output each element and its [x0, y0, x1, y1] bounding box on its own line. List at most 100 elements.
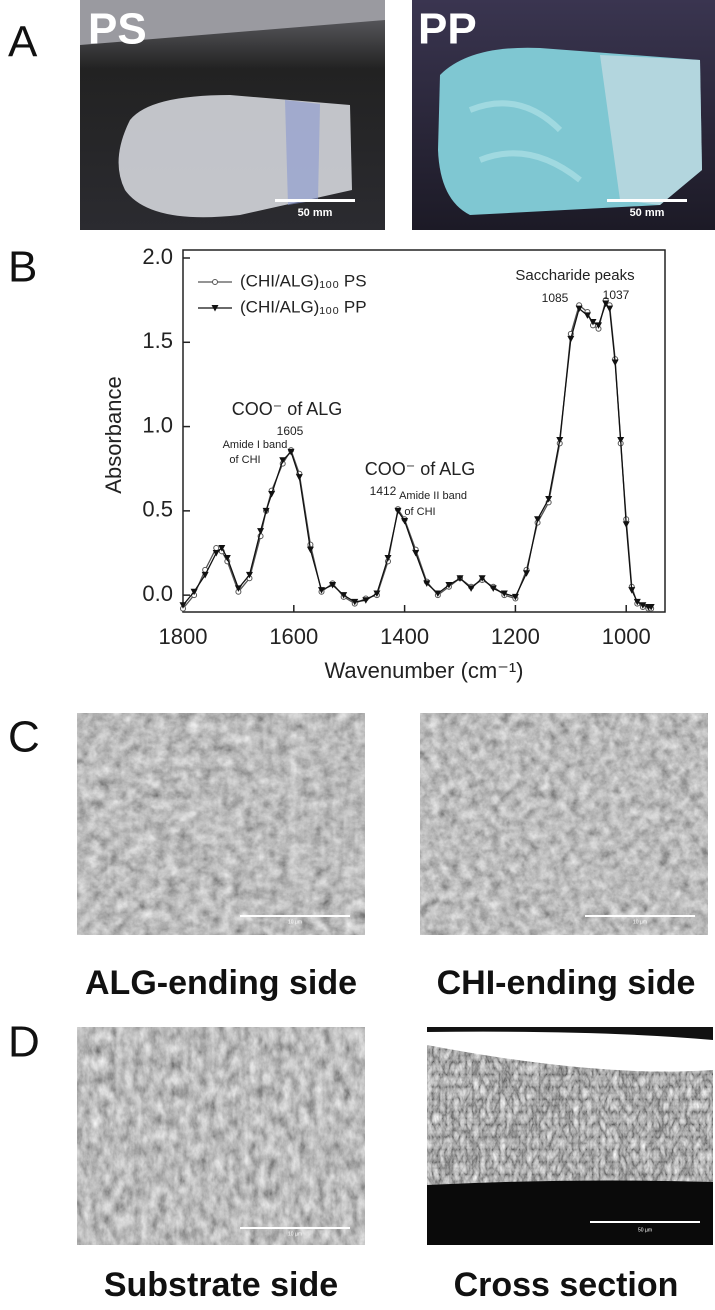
point [190, 588, 198, 596]
point [384, 555, 392, 562]
annotation: Amide I band [223, 439, 288, 451]
point [329, 582, 337, 589]
x-tick-label: 1400 [380, 624, 429, 649]
point [223, 555, 231, 562]
caption: ALG-ending side [85, 964, 357, 1002]
caption: Cross section [454, 1266, 679, 1304]
point [489, 585, 497, 592]
micrograph: 10 µm [420, 713, 708, 935]
point [340, 592, 348, 599]
point [401, 517, 409, 525]
legend-marker [211, 305, 219, 312]
point [373, 590, 381, 597]
point [628, 587, 636, 594]
point [287, 448, 295, 456]
point [633, 598, 641, 606]
point [262, 507, 270, 515]
x-tick-label: 1600 [269, 624, 318, 649]
point [595, 322, 603, 329]
x-tick-label: 1000 [602, 624, 651, 649]
micrograph: 50 µm [427, 1027, 713, 1245]
point [445, 582, 453, 589]
point [556, 437, 564, 444]
point [647, 603, 655, 611]
plot-frame [182, 249, 666, 613]
point [606, 305, 614, 313]
scale-label: 10 µm [288, 1231, 302, 1237]
point [522, 570, 530, 577]
point [611, 359, 619, 367]
panel-label: A [8, 18, 38, 67]
photo-label: PS [88, 5, 147, 54]
point [268, 491, 276, 498]
point [639, 602, 647, 609]
point [575, 305, 583, 313]
point [622, 521, 630, 528]
point [583, 312, 591, 319]
point [212, 550, 220, 557]
point [179, 602, 187, 609]
annotation: 1085 [542, 291, 569, 305]
point [500, 590, 508, 597]
point [567, 335, 575, 343]
micrograph: 10 µm [77, 1027, 365, 1245]
point [351, 598, 359, 606]
point [201, 571, 209, 579]
point [245, 571, 253, 579]
point [234, 585, 242, 592]
point [511, 593, 519, 601]
legend-label: (CHI/ALG)₁₀₀ PS [240, 271, 367, 290]
annotation: of CHI [404, 506, 435, 518]
point [545, 496, 553, 503]
annotation: of CHI [229, 454, 260, 466]
point [218, 544, 226, 552]
x-tick-label: 1200 [491, 624, 540, 649]
scale-label: 50 mm [298, 207, 333, 219]
scale-label: 10 µm [633, 919, 647, 925]
point [257, 528, 265, 535]
point [318, 587, 326, 594]
legend-marker [212, 279, 218, 285]
point [362, 597, 370, 604]
photo: PS 50 mm [80, 0, 385, 230]
point [306, 546, 314, 554]
point [213, 544, 220, 551]
x-tick-label: 1800 [159, 624, 208, 649]
scale-label: 50 mm [630, 207, 665, 219]
legend-label: (CHI/ALG)₁₀₀ PP [240, 297, 367, 316]
scale-label: 10 µm [288, 919, 302, 925]
annotation: 1412 [370, 484, 397, 498]
panel-label: D [8, 1018, 40, 1067]
y-tick-label: 0.5 [142, 497, 173, 522]
point [602, 300, 610, 308]
point [456, 575, 464, 582]
point [617, 437, 625, 444]
point [589, 319, 597, 326]
point [478, 575, 486, 582]
point [412, 550, 420, 557]
annotation: COO⁻ of ALG [232, 399, 343, 419]
point [394, 507, 402, 515]
photo-label: PP [418, 5, 477, 54]
y-tick-label: 2.0 [142, 244, 173, 269]
point [279, 457, 287, 464]
point [534, 516, 542, 523]
annotation: 1605 [277, 424, 304, 438]
panel-label: B [8, 243, 37, 292]
point [423, 580, 431, 587]
point [295, 474, 303, 481]
caption: Substrate side [104, 1266, 338, 1304]
annotation: COO⁻ of ALG [365, 459, 476, 479]
annotation: Amide II band [399, 490, 467, 502]
x-axis-label: Wavenumber (cm⁻¹) [324, 658, 523, 683]
annotation: Saccharide peaks [515, 267, 634, 284]
micrograph: 10 µm [77, 713, 365, 935]
y-tick-label: 1.5 [142, 328, 173, 353]
point [434, 590, 442, 597]
chart: 0.0 0.5 1.0 1.5 2.0 1800 1600 1400 1200 1000 Waven… [101, 244, 666, 683]
annotation: 1037 [603, 288, 630, 302]
y-tick-label: 1.0 [142, 412, 173, 437]
y-axis-label: Absorbance [101, 376, 126, 493]
point [467, 585, 475, 592]
